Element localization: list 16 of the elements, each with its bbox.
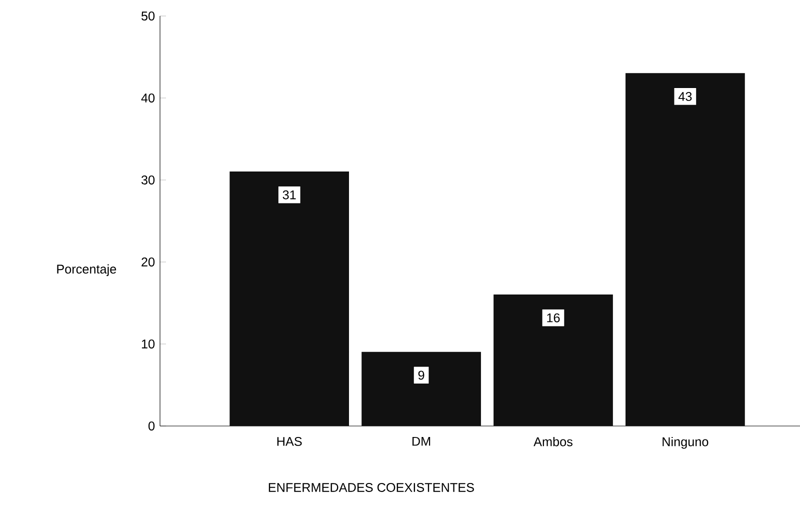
y-tick-label: 40 [141,94,155,102]
x-tick-label: DM [412,436,430,446]
y-tick-label: 30 [141,176,155,184]
x-axis-title: ENFERMEDADES COEXISTENTES [268,482,474,492]
y-tick-label: 0 [148,422,155,430]
y-tick-label: 50 [141,12,155,20]
y-axis-title: Porcentaje [57,264,116,276]
y-tick-label: 20 [142,258,155,266]
data-label: 31 [282,190,296,200]
data-label: 9 [418,370,424,380]
data-label: 43 [678,92,692,101]
x-tick-label: HAS [277,436,302,446]
data-label: 16 [547,313,560,322]
x-tick-label: Ambos [534,436,572,446]
x-tick-label: Ninguno [662,436,708,449]
y-tick-label: 10 [142,340,155,348]
